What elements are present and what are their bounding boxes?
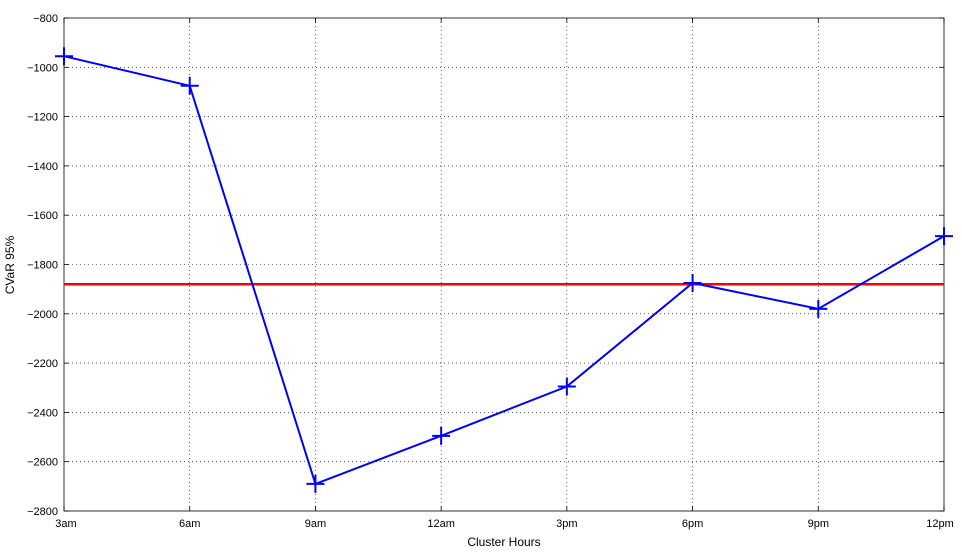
data-point-marker bbox=[809, 299, 828, 318]
data-point-marker bbox=[935, 227, 953, 246]
x-tick-label: 3am bbox=[55, 518, 76, 530]
y-tick-label: −1600 bbox=[27, 210, 58, 222]
data-point-marker bbox=[306, 474, 325, 493]
series-line bbox=[63, 55, 945, 486]
y-axis-label: CVaR 95% bbox=[3, 235, 17, 294]
y-tick-label: −800 bbox=[33, 13, 58, 25]
y-tick-label: −2000 bbox=[27, 309, 58, 321]
y-tick-label: −1800 bbox=[27, 260, 58, 272]
y-tick-label: −1000 bbox=[27, 62, 58, 74]
y-tick-label: −1400 bbox=[27, 161, 58, 173]
data-point-marker bbox=[683, 273, 702, 292]
y-tick-label: −2400 bbox=[27, 407, 58, 419]
x-tick-label: 9pm bbox=[808, 518, 829, 530]
y-tick-label: −2600 bbox=[27, 457, 58, 469]
x-tick-label: 12am bbox=[427, 518, 455, 530]
data-point-marker bbox=[432, 426, 451, 445]
data-point-marker bbox=[557, 377, 576, 396]
x-tick-label: 9am bbox=[305, 518, 326, 530]
data-point-marker bbox=[180, 76, 199, 95]
grid bbox=[64, 18, 944, 511]
x-tick-label: 6pm bbox=[682, 518, 703, 530]
x-tick-label: 6am bbox=[179, 518, 200, 530]
y-tick-label: −2800 bbox=[27, 506, 58, 518]
y-tick-label: −2200 bbox=[27, 358, 58, 370]
x-axis-label: Cluster Hours bbox=[467, 535, 540, 549]
data-point-marker bbox=[55, 47, 73, 66]
y-tick-label: −1200 bbox=[27, 112, 58, 124]
series-group bbox=[55, 47, 953, 493]
x-tick-label: 3pm bbox=[556, 518, 577, 530]
axis-ticks: −800 −1000 −1200 −1400 −1600 −1800 −2000 −2200 −… bbox=[27, 13, 954, 530]
x-tick-label: 12pm bbox=[926, 518, 954, 530]
